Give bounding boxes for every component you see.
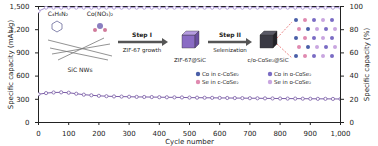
svg-text:40: 40 bbox=[350, 72, 359, 80]
svg-text:900: 900 bbox=[16, 49, 29, 57]
svg-text:300: 300 bbox=[16, 96, 29, 104]
svg-text:1,000: 1,000 bbox=[330, 130, 350, 138]
svg-text:Se in c-CoSe₂: Se in c-CoSe₂ bbox=[202, 79, 239, 85]
svg-text:0: 0 bbox=[36, 130, 40, 138]
svg-text:100: 100 bbox=[62, 130, 75, 138]
svg-text:100: 100 bbox=[350, 3, 363, 11]
svg-text:60: 60 bbox=[350, 49, 359, 57]
svg-text:ZIF-67 growth: ZIF-67 growth bbox=[123, 47, 162, 54]
svg-text:700: 700 bbox=[243, 130, 256, 138]
svg-text:200: 200 bbox=[92, 130, 105, 138]
svg-text:1,500: 1,500 bbox=[9, 3, 29, 11]
svg-text:300: 300 bbox=[122, 130, 135, 138]
svg-text:80: 80 bbox=[350, 26, 359, 34]
svg-text:Co in c-CoSe₂: Co in c-CoSe₂ bbox=[202, 71, 239, 77]
svg-text:400: 400 bbox=[153, 130, 166, 138]
svg-text:Cycle number: Cycle number bbox=[165, 138, 214, 146]
svg-text:Co in o-CoSe₂: Co in o-CoSe₂ bbox=[274, 71, 311, 77]
svg-text:Se in o-CoSe₂: Se in o-CoSe₂ bbox=[274, 79, 311, 85]
svg-text:600: 600 bbox=[16, 72, 29, 80]
svg-text:900: 900 bbox=[304, 130, 317, 138]
svg-text:0: 0 bbox=[25, 119, 29, 127]
svg-text:Selenization: Selenization bbox=[213, 47, 247, 53]
svg-text:ZIF-67@SiC: ZIF-67@SiC bbox=[174, 57, 206, 63]
svg-text:SiC NWs: SiC NWs bbox=[67, 66, 92, 73]
svg-text:C₄H₆N₂: C₄H₆N₂ bbox=[48, 10, 69, 17]
svg-text:800: 800 bbox=[273, 130, 286, 138]
svg-text:c/o-CoSe₂@SiC: c/o-CoSe₂@SiC bbox=[248, 57, 289, 63]
svg-text:1,200: 1,200 bbox=[9, 25, 30, 34]
svg-text:20: 20 bbox=[350, 96, 359, 104]
svg-text:Step II: Step II bbox=[219, 31, 241, 39]
svg-text:600: 600 bbox=[213, 130, 226, 138]
svg-text:Step I: Step I bbox=[132, 31, 152, 39]
svg-text:500: 500 bbox=[182, 130, 197, 139]
svg-text:0: 0 bbox=[350, 119, 354, 127]
svg-text:Co(NO₃)₂: Co(NO₃)₂ bbox=[87, 10, 114, 17]
svg-text:Specific capacity (mAh/g): Specific capacity (mAh/g) bbox=[7, 19, 15, 109]
svg-text:Specific capacity (%): Specific capacity (%) bbox=[363, 28, 371, 102]
